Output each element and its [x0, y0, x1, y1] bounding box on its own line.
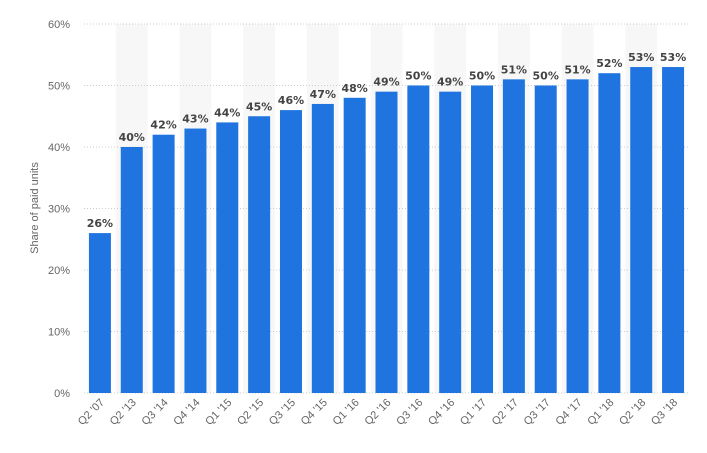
- x-axis-ticks: Q2 '07 Q2 '13 Q3 '14 Q4 '14 Q1 '15 Q2 '15 Q3 '…: [76, 397, 680, 428]
- data-label: 50%: [469, 70, 495, 83]
- bar: [630, 67, 653, 394]
- data-label: 43%: [182, 113, 208, 126]
- bar: [534, 85, 557, 393]
- x-tick-label: Q4 '15: [299, 397, 330, 428]
- bar: [184, 128, 207, 394]
- x-tick-label: Q2 '17: [490, 397, 521, 428]
- y-tick-label: 60%: [48, 19, 70, 31]
- y-axis-title: Share of paid units: [29, 162, 41, 254]
- data-label: 53%: [628, 51, 654, 64]
- x-tick-label: Q3 '16: [394, 397, 425, 428]
- x-tick-label: Q4 '16: [426, 397, 457, 428]
- x-tick-label: Q3 '18: [649, 397, 680, 428]
- bar: [216, 122, 239, 394]
- bar: [152, 134, 175, 393]
- x-tick-label: Q3 '14: [140, 397, 171, 428]
- bars: [88, 67, 685, 394]
- data-label: 46%: [278, 94, 304, 107]
- x-tick-label: Q2 '07: [76, 397, 107, 428]
- bar: [566, 79, 589, 393]
- bar: [375, 91, 398, 394]
- x-tick-label: Q2 '15: [235, 397, 266, 428]
- bar: [248, 116, 271, 393]
- data-label: 50%: [405, 70, 431, 83]
- data-label: 49%: [437, 76, 463, 89]
- y-tick-label: 10%: [48, 327, 70, 339]
- bar: [662, 67, 685, 394]
- x-tick-label: Q1 '15: [203, 397, 234, 428]
- x-tick-label: Q1 '17: [458, 397, 489, 428]
- data-label: 52%: [596, 57, 622, 70]
- data-label: 47%: [310, 88, 336, 101]
- data-label: 45%: [246, 100, 272, 113]
- data-labels: 26% 40% 42% 43% 44% 45% 46% 47% 48% 49% 50% 49% 50% 5…: [87, 51, 687, 230]
- x-tick-label: Q1 '16: [331, 397, 362, 428]
- x-tick-label: Q3 '17: [522, 397, 553, 428]
- y-tick-label: 20%: [48, 265, 70, 277]
- bar: [439, 91, 462, 394]
- data-label: 26%: [87, 217, 113, 230]
- x-tick-label: Q1 '18: [585, 397, 616, 428]
- bar: [598, 73, 621, 393]
- x-tick-label: Q3 '15: [267, 397, 298, 428]
- data-label: 40%: [119, 131, 145, 144]
- bar: [471, 85, 494, 393]
- x-tick-label: Q2 '18: [617, 397, 648, 428]
- bar: [407, 85, 430, 393]
- data-label: 42%: [150, 119, 176, 132]
- data-label: 49%: [373, 76, 399, 89]
- bar: [311, 103, 334, 393]
- y-tick-label: 0%: [54, 388, 70, 400]
- bar: [120, 147, 143, 393]
- x-tick-label: Q2 '16: [362, 397, 393, 428]
- x-tick-label: Q4 '14: [171, 397, 202, 428]
- y-tick-label: 50%: [48, 81, 70, 93]
- data-label: 51%: [564, 63, 590, 76]
- x-tick-label: Q4 '17: [554, 397, 585, 428]
- data-label: 51%: [501, 63, 527, 76]
- bar: [279, 110, 302, 393]
- y-tick-label: 40%: [48, 142, 70, 154]
- y-axis-ticks: 0% 10% 20% 30% 40% 50% 60%: [48, 19, 70, 400]
- y-tick-label: 30%: [48, 204, 70, 216]
- bar: [88, 233, 111, 393]
- data-label: 44%: [214, 106, 240, 119]
- bar: [343, 97, 366, 394]
- data-label: 48%: [341, 82, 367, 95]
- bar: [502, 79, 525, 393]
- x-tick-label: Q2 '13: [108, 397, 139, 428]
- data-label: 50%: [533, 70, 559, 83]
- data-label: 53%: [660, 51, 686, 64]
